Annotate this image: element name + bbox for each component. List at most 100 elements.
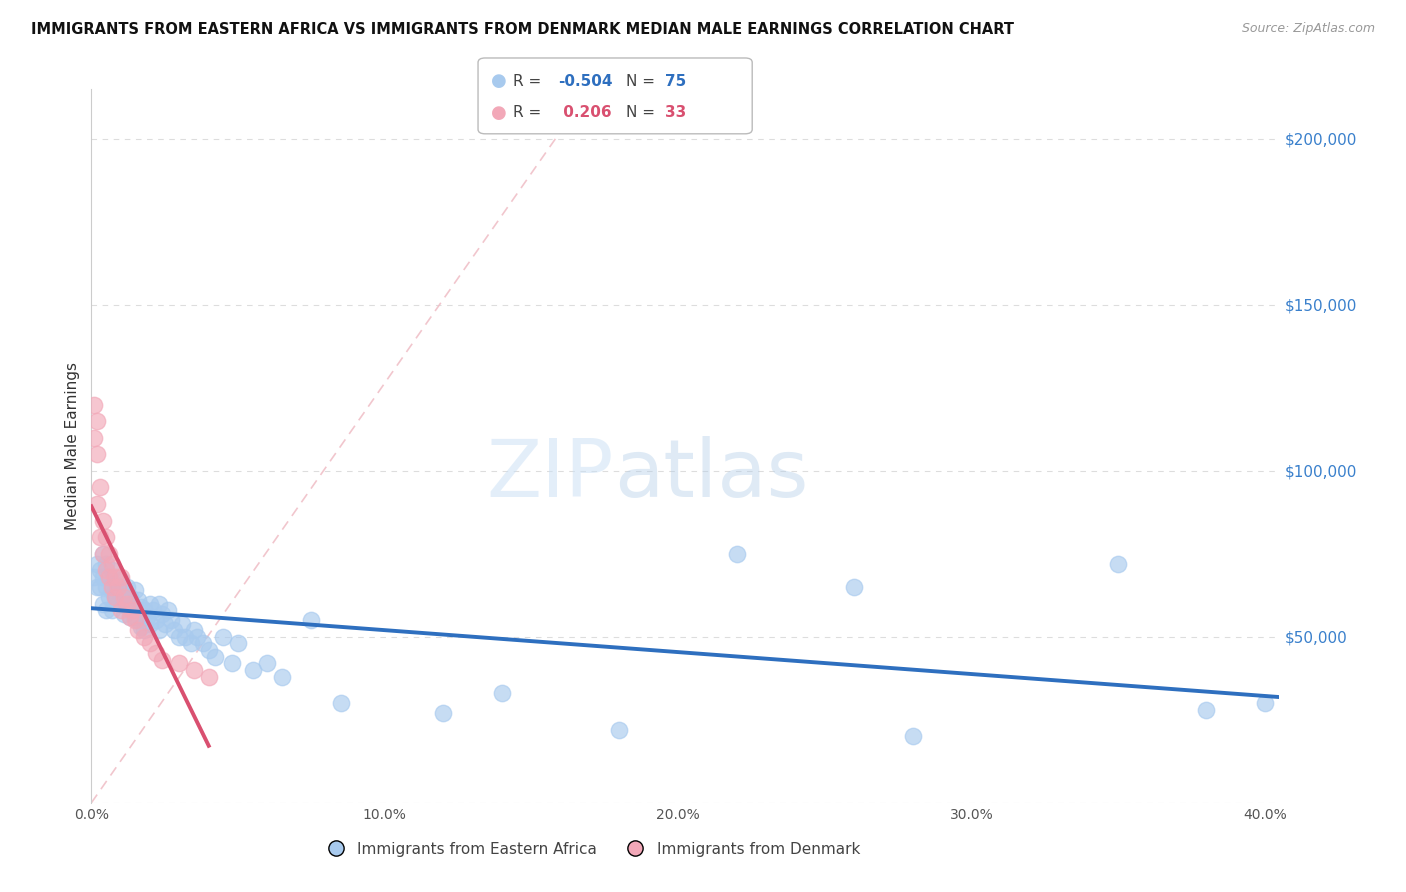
Point — [91, 547, 114, 561]
Point — [127, 593, 149, 607]
Point — [110, 574, 132, 588]
Point — [197, 670, 219, 684]
Y-axis label: Median Male Earnings: Median Male Earnings — [65, 362, 80, 530]
Point — [127, 624, 149, 638]
Text: 75: 75 — [665, 74, 686, 88]
Point — [94, 580, 117, 594]
Text: 0.206: 0.206 — [558, 105, 612, 120]
Point — [129, 620, 152, 634]
Point — [169, 657, 191, 671]
Point — [91, 597, 114, 611]
Point — [107, 597, 129, 611]
Text: Source: ZipAtlas.com: Source: ZipAtlas.com — [1241, 22, 1375, 36]
Point — [1254, 696, 1277, 710]
Point — [159, 613, 181, 627]
Point — [83, 397, 105, 411]
Point — [169, 630, 191, 644]
Text: ●: ● — [491, 103, 508, 121]
Text: ZIP: ZIP — [486, 435, 614, 514]
Point — [98, 570, 121, 584]
Point — [145, 613, 167, 627]
Point — [491, 686, 513, 700]
Point — [98, 547, 121, 561]
Point — [98, 590, 121, 604]
Point — [191, 636, 214, 650]
Point — [94, 564, 117, 578]
Point — [112, 587, 135, 601]
Point — [186, 630, 208, 644]
Point — [104, 590, 127, 604]
Point — [139, 616, 162, 631]
Point — [124, 583, 146, 598]
Legend: Immigrants from Eastern Africa, Immigrants from Denmark: Immigrants from Eastern Africa, Immigran… — [315, 836, 866, 863]
Point — [124, 613, 146, 627]
Point — [86, 580, 108, 594]
Point — [86, 447, 108, 461]
Point — [226, 636, 249, 650]
Point — [112, 590, 135, 604]
Point — [101, 557, 124, 571]
Point — [101, 564, 124, 578]
Point — [136, 610, 159, 624]
Point — [183, 663, 205, 677]
Point — [110, 570, 132, 584]
Text: ●: ● — [491, 72, 508, 90]
Point — [110, 603, 132, 617]
Point — [212, 630, 235, 644]
Point — [86, 557, 108, 571]
Point — [89, 530, 111, 544]
Point — [172, 616, 194, 631]
Point — [148, 624, 170, 638]
Point — [104, 576, 127, 591]
Point — [204, 649, 226, 664]
Point — [110, 597, 132, 611]
Point — [98, 570, 121, 584]
Point — [86, 414, 108, 428]
Point — [115, 597, 138, 611]
Point — [83, 431, 105, 445]
Point — [150, 607, 173, 621]
Point — [242, 663, 264, 677]
Point — [183, 624, 205, 638]
Point — [91, 570, 114, 584]
Point — [725, 547, 748, 561]
Point — [145, 647, 167, 661]
Text: N =: N = — [626, 74, 655, 88]
Text: R =: R = — [513, 74, 541, 88]
Point — [162, 624, 184, 638]
Point — [86, 497, 108, 511]
Point — [174, 630, 197, 644]
Point — [432, 706, 454, 721]
Point — [150, 653, 173, 667]
Point — [197, 643, 219, 657]
Point — [101, 580, 124, 594]
Point — [83, 570, 105, 584]
Point — [101, 603, 124, 617]
Point — [127, 613, 149, 627]
Point — [107, 580, 129, 594]
Text: R =: R = — [513, 105, 541, 120]
Point — [118, 610, 141, 624]
Point — [299, 613, 322, 627]
Point — [94, 530, 117, 544]
Point — [256, 657, 278, 671]
Point — [153, 616, 176, 631]
Point — [115, 580, 138, 594]
Point — [180, 636, 202, 650]
Point — [1195, 703, 1218, 717]
Point — [89, 564, 111, 578]
Point — [94, 603, 117, 617]
Point — [609, 723, 631, 737]
Point — [89, 580, 111, 594]
Point — [139, 636, 162, 650]
Point — [104, 590, 127, 604]
Point — [271, 670, 294, 684]
Point — [118, 590, 141, 604]
Point — [1107, 557, 1129, 571]
Text: 33: 33 — [665, 105, 686, 120]
Point — [104, 570, 127, 584]
Point — [115, 599, 138, 614]
Point — [142, 603, 165, 617]
Point — [134, 624, 156, 638]
Point — [329, 696, 352, 710]
